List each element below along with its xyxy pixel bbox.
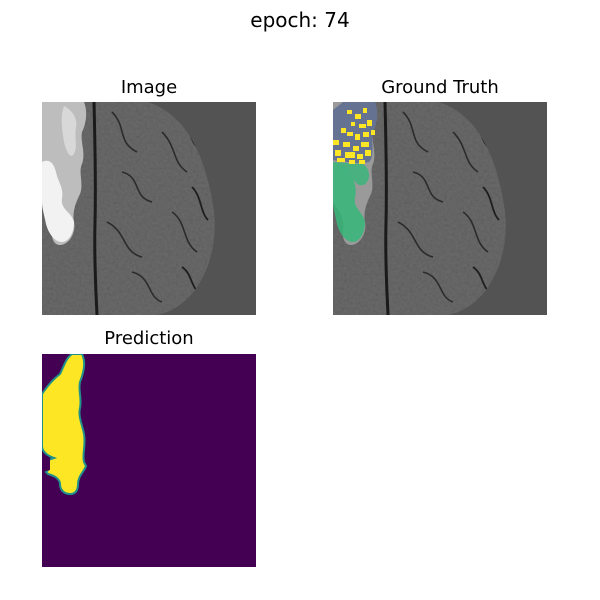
prediction-panel xyxy=(42,354,256,567)
mri-image-panel xyxy=(42,102,256,315)
figure-title: epoch: 74 xyxy=(250,8,350,32)
panel-title-prediction: Prediction xyxy=(104,328,194,349)
panel-title-image: Image xyxy=(120,77,178,98)
panel-title-ground-truth: Ground Truth xyxy=(381,77,499,98)
ground-truth-panel xyxy=(333,102,547,315)
